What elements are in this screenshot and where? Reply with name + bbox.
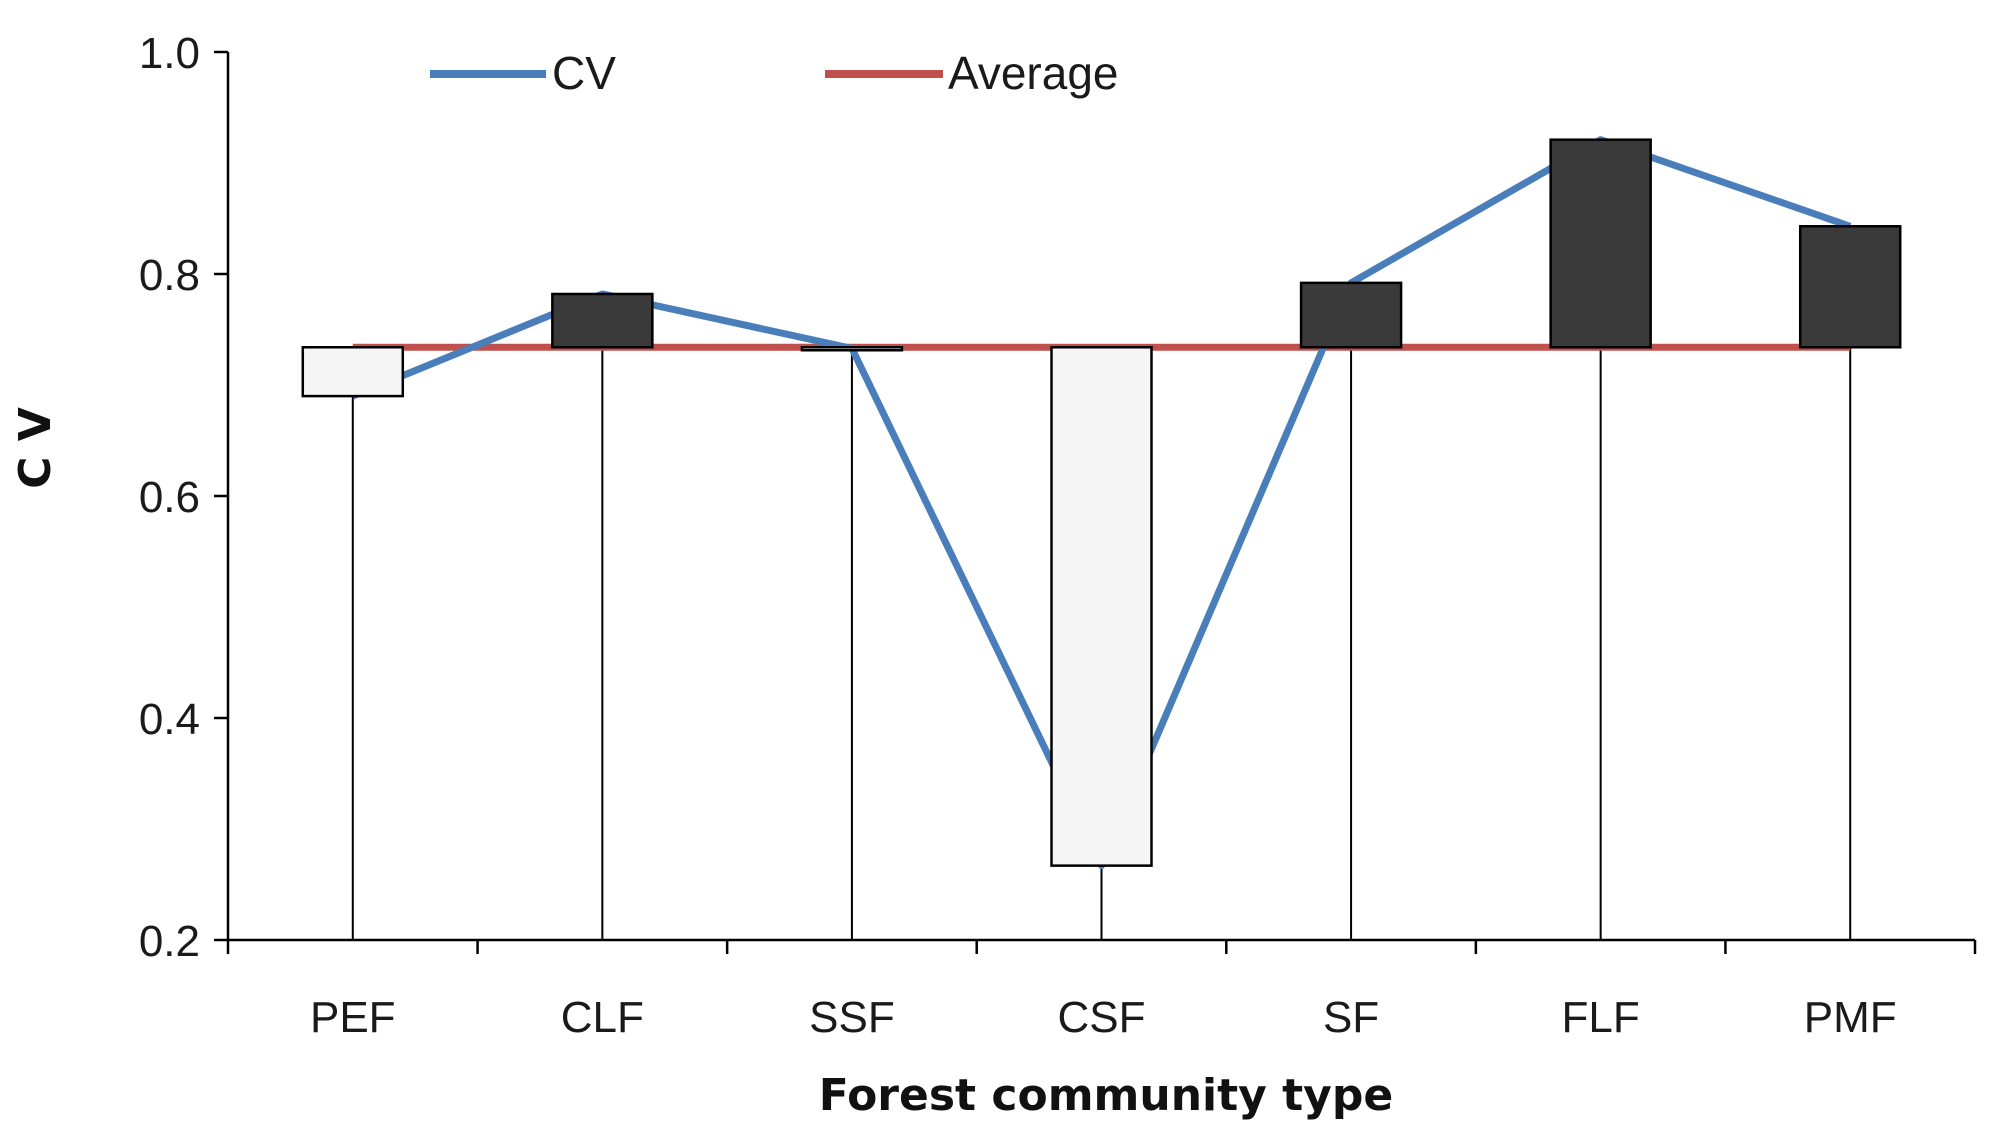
deviation-bar xyxy=(551,292,654,349)
x-tick-label: SF xyxy=(1323,993,1379,1042)
x-tick-label: SSF xyxy=(809,993,895,1042)
x-tick-label: CSF xyxy=(1058,993,1146,1042)
y-tick-label: 0.6 xyxy=(139,473,200,522)
deviation-bar xyxy=(1549,138,1652,349)
y-axis-title: C V xyxy=(10,407,61,489)
y-tick-label: 0.2 xyxy=(139,917,200,966)
x-tick-label: PMF xyxy=(1804,993,1897,1042)
y-ticks: 0.2 0.4 0.6 0.8 1.0 xyxy=(139,29,228,966)
legend-cv-label: CV xyxy=(552,47,616,99)
deviation-bar xyxy=(1050,346,1153,867)
x-axis-title: Forest community type xyxy=(819,1070,1393,1121)
x-ticks: PEF CLF SSF CSF SF FLF PMF xyxy=(226,940,1977,1042)
legend-average-label: Average xyxy=(948,47,1119,99)
deviation-bars xyxy=(301,138,1902,867)
deviation-bar xyxy=(1299,281,1403,349)
x-tick-label: CLF xyxy=(561,993,644,1042)
drop-lines xyxy=(351,347,1852,940)
x-tick-label: FLF xyxy=(1562,993,1640,1042)
deviation-bar xyxy=(800,346,904,352)
deviation-bar xyxy=(301,346,405,398)
y-tick-label: 0.4 xyxy=(139,695,200,744)
legend: CV Average xyxy=(430,47,1119,99)
y-tick-label: 0.8 xyxy=(139,251,200,300)
x-tick-label: PEF xyxy=(310,993,396,1042)
y-tick-label: 1.0 xyxy=(139,29,200,78)
deviation-bar xyxy=(1798,225,1902,349)
